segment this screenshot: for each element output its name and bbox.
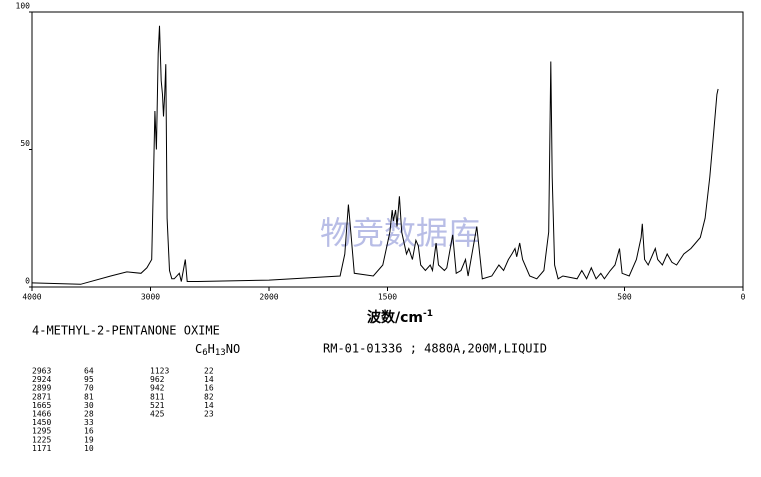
peak-intensity: 10 [84, 444, 94, 453]
peak-intensity: 16 [204, 384, 214, 393]
peak-wavenumber: 2871 [32, 392, 51, 401]
peak-intensity: 14 [204, 401, 214, 410]
formula: C6H13NO [195, 342, 240, 358]
peak-wavenumber: 1225 [32, 435, 51, 444]
x-tick-label: 3000 [141, 293, 160, 302]
formula-subscript: 6 [202, 348, 207, 358]
peak-wavenumber: 2899 [32, 384, 51, 393]
formula-element: C [195, 342, 202, 356]
x-tick-label: 2000 [259, 293, 278, 302]
peak-intensity: 82 [204, 392, 214, 401]
y-tick-label: 100 [16, 2, 31, 11]
peak-intensity: 19 [84, 435, 94, 444]
compound-name: 4-METHYL-2-PENTANONE OXIME [32, 324, 220, 338]
peak-intensity: 28 [84, 410, 94, 419]
formula-element: H [208, 342, 215, 356]
peak-intensity: 64 [84, 367, 94, 376]
peak-wavenumber: 425 [150, 410, 165, 419]
peak-intensity: 14 [204, 375, 214, 384]
formula-element: NO [226, 342, 240, 356]
peak-intensity: 30 [84, 401, 94, 410]
formula-subscript: 13 [215, 348, 226, 358]
peak-intensity: 33 [84, 418, 94, 427]
peak-wavenumber: 1450 [32, 418, 51, 427]
reference: RM-01-01336 ; 4880A,200M,LIQUID [323, 342, 547, 356]
y-tick-label: 50 [20, 139, 30, 148]
peak-wavenumber: 962 [150, 375, 165, 384]
peak-intensity: 16 [84, 427, 94, 436]
peak-intensity: 23 [204, 410, 214, 419]
watermark: 物竞数据库 [320, 214, 480, 252]
x-tick-label: 1500 [378, 293, 397, 302]
peak-intensity: 95 [84, 375, 94, 384]
peak-wavenumber: 521 [150, 401, 165, 410]
spectrum-line [31, 25, 719, 285]
peak-wavenumber: 1665 [32, 401, 51, 410]
peak-wavenumber: 811 [150, 392, 165, 401]
peak-wavenumber: 1171 [32, 444, 51, 453]
y-tick-label: 0 [25, 277, 30, 286]
peak-intensity: 81 [84, 392, 94, 401]
x-axis-label: 波数/cm-1 [367, 309, 433, 327]
x-axis-label-sup: -1 [423, 309, 433, 319]
x-tick-label: 4000 [22, 293, 41, 302]
x-tick-label: 500 [617, 293, 632, 302]
peak-wavenumber: 942 [150, 384, 165, 393]
x-axis-label-main: 波数/cm [367, 309, 423, 326]
peak-wavenumber: 2963 [32, 367, 51, 376]
peak-wavenumber: 1295 [32, 427, 51, 436]
peak-wavenumber: 2924 [32, 375, 51, 384]
peak-wavenumber: 1466 [32, 410, 51, 419]
peak-wavenumber: 1123 [150, 367, 169, 376]
peak-intensity: 70 [84, 384, 94, 393]
x-tick-label: 0 [741, 293, 746, 302]
peak-intensity: 22 [204, 367, 214, 376]
